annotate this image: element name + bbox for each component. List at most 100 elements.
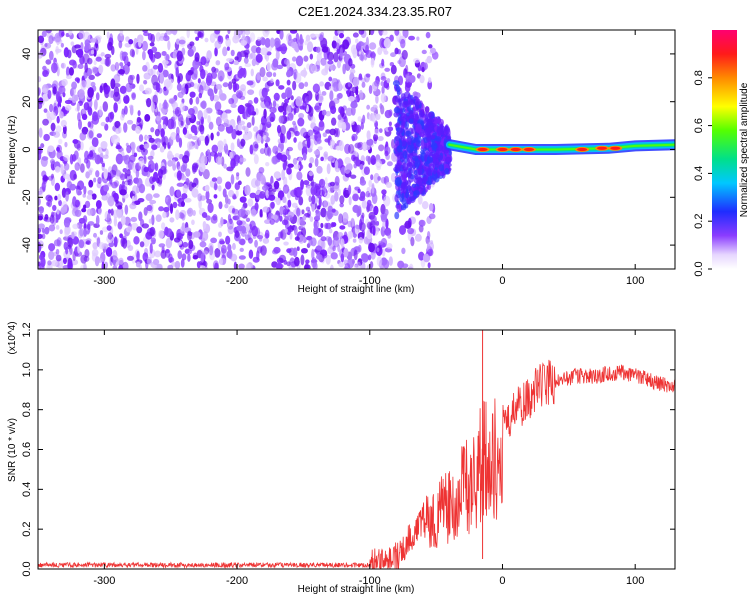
spectrogram-blob [411, 183, 417, 188]
y-tick-label: 0.2 [21, 522, 33, 537]
spectrogram-blob [145, 135, 150, 140]
spectrogram-blob [390, 172, 396, 183]
spectrogram-blob [180, 164, 187, 173]
spectrogram-blob [287, 112, 294, 121]
spectrogram-blob [435, 158, 440, 169]
x-tick-label: 100 [626, 275, 644, 287]
spectrogram-blob [276, 262, 281, 269]
spectrogram-blob [83, 262, 87, 269]
spectrogram-blob [76, 102, 80, 112]
spectrogram-blob [200, 68, 206, 80]
spectrogram-blob [67, 261, 73, 269]
y-tick-label: 0.8 [21, 402, 33, 417]
spectrogram-blob [167, 159, 173, 167]
spectrogram-blob [245, 167, 251, 177]
x-tick-label: 0 [499, 575, 505, 587]
spectrogram-blob [160, 249, 167, 259]
spectrogram-blob [258, 193, 266, 199]
spectrogram-blob [159, 146, 165, 153]
spectrogram-blob [281, 102, 285, 109]
spectrogram-blob [352, 238, 357, 243]
spectrogram-blob [409, 98, 413, 106]
spectrogram-blob [300, 179, 304, 191]
spectrogram-blob [370, 158, 377, 165]
spectrogram-blob [191, 135, 198, 141]
spectrogram-blob [69, 59, 77, 66]
spectrogram-blob [329, 128, 337, 136]
spectrogram-blob [118, 257, 124, 265]
spectrogram-blob [270, 201, 275, 209]
spectrogram-blob [81, 113, 88, 121]
spectrogram-blob [122, 261, 129, 269]
spectrogram-blob [90, 49, 95, 55]
spectrogram-blob [225, 37, 231, 48]
spectrogram-blob [127, 244, 134, 252]
y-tick-label: 1.0 [21, 362, 33, 377]
spectrogram-blob [273, 246, 281, 254]
spectrogram-blob [292, 247, 298, 258]
spectrogram-blob [315, 209, 321, 219]
spectrogram-blob [363, 166, 370, 176]
spectrogram-blob [185, 168, 191, 177]
spectrogram-blob [249, 144, 254, 155]
spectrogram-blob [214, 248, 221, 258]
spectrogram-blob [47, 260, 52, 266]
spectrogram-blob [196, 121, 201, 126]
spectrogram-blob [38, 188, 43, 198]
spectrogram-blob [306, 235, 313, 241]
spectrogram-blob [77, 180, 85, 191]
spectrogram-blob [332, 98, 340, 104]
spectrogram-blob [414, 113, 420, 122]
spectrogram-blob [365, 155, 370, 162]
spectrogram-blob [357, 244, 362, 253]
spectrogram-blob [327, 155, 335, 162]
spectrogram-blob [139, 241, 145, 248]
spectrogram-blob [122, 237, 128, 249]
spectrogram-blob [280, 43, 287, 55]
y-tick-label: 1.2 [21, 322, 33, 337]
spectrogram-blob [227, 243, 232, 252]
spectrogram-blob [366, 186, 371, 192]
spectrogram-blob [355, 88, 359, 96]
spectrogram-blob [146, 204, 153, 212]
spectrogram-blob [38, 241, 42, 253]
spectrogram-blob [357, 116, 362, 122]
spectrogram-blob [340, 238, 345, 249]
spectrogram-blob [99, 105, 103, 117]
spectrogram-blob [181, 193, 188, 200]
colorbar-ticks: 0.0 0.2 0.4 0.6 0.8 [693, 70, 712, 277]
spectrogram-blob [113, 102, 118, 113]
spectrogram-blob [318, 120, 325, 132]
spectrogram-blob [215, 83, 223, 90]
spectrogram-blob [301, 209, 305, 215]
spectrogram-blob [83, 228, 87, 237]
spectrogram-blob [148, 218, 153, 224]
spectrogram-blob [358, 237, 364, 244]
spectrogram-blob [123, 94, 130, 104]
spectrogram-blob [282, 162, 287, 171]
spectrogram-blob [244, 63, 252, 68]
spectrogram-blob [284, 87, 293, 99]
spectrogram-blob [126, 168, 131, 177]
spectrogram-blob [394, 194, 399, 203]
spectrogram-blob [68, 30, 73, 36]
spectrogram-blob [191, 219, 195, 226]
spectrogram-blob [258, 166, 265, 174]
x-tick-label: -200 [226, 275, 248, 287]
spectrogram-blob [199, 265, 206, 269]
spectrogram-blob [396, 145, 403, 153]
spectrogram-blob [381, 189, 387, 195]
spectrogram-blob [272, 72, 277, 77]
spectrogram-blob [164, 53, 170, 61]
spectrogram-blob [218, 143, 222, 154]
spectrogram-blob [287, 154, 291, 161]
spectrogram-blob [279, 215, 283, 222]
spectrogram-blob [429, 242, 435, 251]
spectrogram-blob [340, 253, 345, 263]
spectrogram-blob [129, 74, 135, 80]
spectrogram-blob [225, 235, 231, 245]
spectrogram-blob [38, 254, 44, 261]
spectrogram-blob [155, 82, 161, 93]
spectrogram-blob [279, 30, 284, 40]
spectrogram-blob [429, 47, 436, 54]
